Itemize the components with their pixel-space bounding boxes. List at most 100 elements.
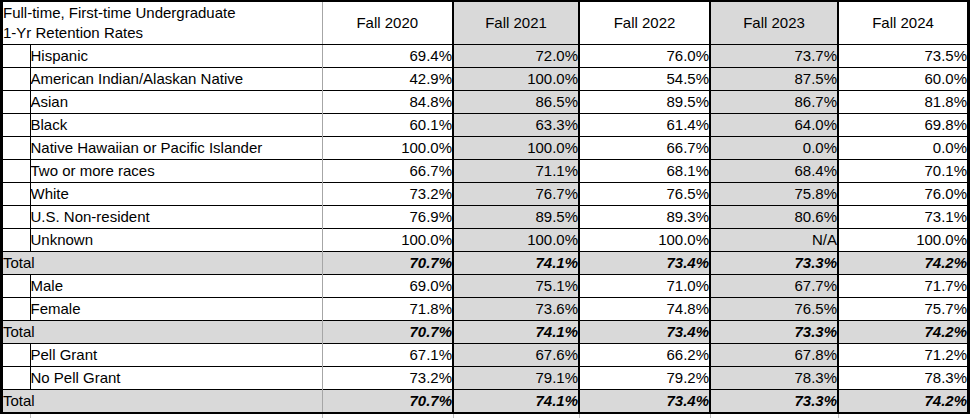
value-cell[interactable]: 81.8% <box>838 90 967 113</box>
value-cell[interactable]: 73.7% <box>710 44 838 67</box>
column-header-3[interactable]: Fall 2022 <box>579 2 710 44</box>
value-cell[interactable]: 74.1% <box>453 320 579 343</box>
value-cell[interactable]: 76.5% <box>579 182 710 205</box>
row-label-cell[interactable]: No Pell Grant <box>30 366 322 389</box>
row-label-cell[interactable]: U.S. Non-resident <box>30 205 322 228</box>
value-cell[interactable]: 71.8% <box>322 297 453 320</box>
value-cell[interactable]: 78.3% <box>838 366 967 389</box>
indent-cell[interactable] <box>3 297 30 320</box>
total-label-cell[interactable]: Total <box>3 320 322 343</box>
row-label-cell[interactable]: American Indian/Alaskan Native <box>30 67 322 90</box>
value-cell[interactable]: 42.9% <box>322 67 453 90</box>
row-label-cell[interactable]: Male <box>30 274 322 297</box>
value-cell[interactable]: 73.5% <box>838 44 967 67</box>
value-cell[interactable]: 0.0% <box>710 136 838 159</box>
value-cell[interactable]: 100.0% <box>838 228 967 251</box>
value-cell[interactable]: 73.6% <box>453 297 579 320</box>
column-header-4[interactable]: Fall 2023 <box>710 2 838 44</box>
column-header-1[interactable]: Fall 2020 <box>322 2 453 44</box>
indent-cell[interactable] <box>3 205 30 228</box>
value-cell[interactable]: 75.7% <box>838 297 967 320</box>
value-cell[interactable]: 69.0% <box>322 274 453 297</box>
indent-cell[interactable] <box>3 159 30 182</box>
value-cell[interactable]: 71.7% <box>838 274 967 297</box>
total-label-cell[interactable]: Total <box>3 389 322 412</box>
value-cell[interactable]: 74.2% <box>838 389 967 412</box>
row-label-cell[interactable]: Pell Grant <box>30 343 322 366</box>
value-cell[interactable]: 73.2% <box>322 182 453 205</box>
value-cell[interactable]: 74.2% <box>838 251 967 274</box>
value-cell[interactable]: 73.4% <box>579 320 710 343</box>
indent-cell[interactable] <box>3 274 30 297</box>
indent-cell[interactable] <box>3 228 30 251</box>
value-cell[interactable]: 71.2% <box>838 343 967 366</box>
value-cell[interactable]: 70.1% <box>838 159 967 182</box>
value-cell[interactable]: 89.3% <box>579 205 710 228</box>
value-cell[interactable]: 66.7% <box>579 136 710 159</box>
value-cell[interactable]: 86.7% <box>710 90 838 113</box>
value-cell[interactable]: 89.5% <box>579 90 710 113</box>
value-cell[interactable]: 73.4% <box>579 251 710 274</box>
row-label-cell[interactable]: Hispanic <box>30 44 322 67</box>
row-label-cell[interactable]: Native Hawaiian or Pacific Islander <box>30 136 322 159</box>
value-cell[interactable]: 74.1% <box>453 251 579 274</box>
value-cell[interactable]: 67.8% <box>710 343 838 366</box>
indent-cell[interactable] <box>3 136 30 159</box>
indent-cell[interactable] <box>3 343 30 366</box>
value-cell[interactable]: 76.7% <box>453 182 579 205</box>
indent-cell[interactable] <box>3 44 30 67</box>
value-cell[interactable]: 100.0% <box>579 228 710 251</box>
value-cell[interactable]: 73.3% <box>710 251 838 274</box>
value-cell[interactable]: 78.3% <box>710 366 838 389</box>
value-cell[interactable]: 100.0% <box>322 136 453 159</box>
value-cell[interactable]: 61.4% <box>579 113 710 136</box>
value-cell[interactable]: 76.5% <box>710 297 838 320</box>
column-header-2[interactable]: Fall 2021 <box>453 2 579 44</box>
indent-cell[interactable] <box>3 182 30 205</box>
value-cell[interactable]: 69.4% <box>322 44 453 67</box>
value-cell[interactable]: 84.8% <box>322 90 453 113</box>
value-cell[interactable]: 89.5% <box>453 205 579 228</box>
value-cell[interactable]: 70.7% <box>322 389 453 412</box>
row-label-cell[interactable]: Two or more races <box>30 159 322 182</box>
value-cell[interactable]: 70.7% <box>322 251 453 274</box>
row-label-cell[interactable]: Black <box>30 113 322 136</box>
value-cell[interactable]: 75.8% <box>710 182 838 205</box>
value-cell[interactable]: 74.1% <box>453 389 579 412</box>
indent-cell[interactable] <box>3 113 30 136</box>
value-cell[interactable]: 66.2% <box>579 343 710 366</box>
value-cell[interactable]: 100.0% <box>453 136 579 159</box>
value-cell[interactable]: 69.8% <box>838 113 967 136</box>
value-cell[interactable]: 80.6% <box>710 205 838 228</box>
value-cell[interactable]: 71.0% <box>579 274 710 297</box>
value-cell[interactable]: 79.1% <box>453 366 579 389</box>
value-cell[interactable]: 100.0% <box>453 228 579 251</box>
indent-cell[interactable] <box>3 366 30 389</box>
value-cell[interactable]: 72.0% <box>453 44 579 67</box>
value-cell[interactable]: 73.1% <box>838 205 967 228</box>
value-cell[interactable]: 68.1% <box>579 159 710 182</box>
value-cell[interactable]: 67.7% <box>710 274 838 297</box>
value-cell[interactable]: 66.7% <box>322 159 453 182</box>
value-cell[interactable]: 67.6% <box>453 343 579 366</box>
value-cell[interactable]: 100.0% <box>322 228 453 251</box>
indent-cell[interactable] <box>3 90 30 113</box>
value-cell[interactable]: 70.7% <box>322 320 453 343</box>
value-cell[interactable]: 71.1% <box>453 159 579 182</box>
value-cell[interactable]: 0.0% <box>838 136 967 159</box>
value-cell[interactable]: 76.9% <box>322 205 453 228</box>
row-label-cell[interactable]: Asian <box>30 90 322 113</box>
value-cell[interactable]: 86.5% <box>453 90 579 113</box>
indent-cell[interactable] <box>3 67 30 90</box>
value-cell[interactable]: 60.1% <box>322 113 453 136</box>
value-cell[interactable]: 73.2% <box>322 366 453 389</box>
value-cell[interactable]: 76.0% <box>579 44 710 67</box>
column-header-5[interactable]: Fall 2024 <box>838 2 967 44</box>
row-label-cell[interactable]: Female <box>30 297 322 320</box>
value-cell[interactable]: 73.3% <box>710 389 838 412</box>
value-cell[interactable]: 67.1% <box>322 343 453 366</box>
value-cell[interactable]: 100.0% <box>453 67 579 90</box>
value-cell[interactable]: 87.5% <box>710 67 838 90</box>
value-cell[interactable]: 63.3% <box>453 113 579 136</box>
value-cell[interactable]: 68.4% <box>710 159 838 182</box>
